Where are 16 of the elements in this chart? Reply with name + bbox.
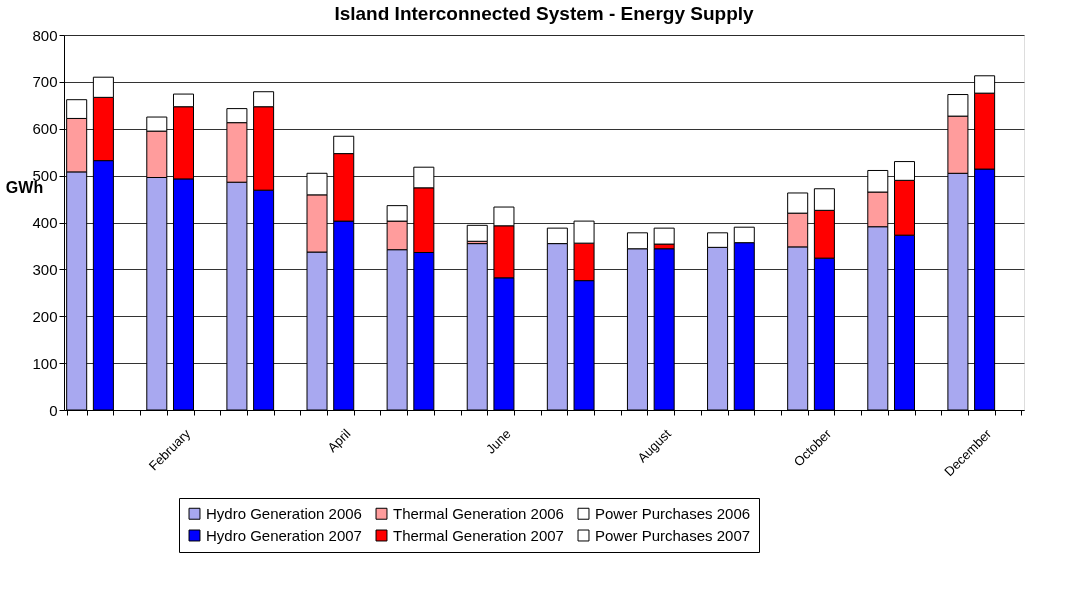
legend-label: Thermal Generation 2006: [393, 504, 564, 522]
chart-title: Island Interconnected System - Energy Supply: [334, 3, 755, 24]
legend-label: Hydro Generation 2006: [206, 504, 362, 522]
legend-label: Thermal Generation 2007: [393, 526, 564, 544]
bar: [653, 227, 675, 245]
y-tick-label: 600: [32, 120, 58, 138]
y-tick-label: 800: [32, 26, 58, 44]
y-tick-label: 100: [32, 354, 58, 372]
y-tick-label: 400: [32, 214, 58, 231]
y-tick-label: 0: [49, 401, 58, 419]
y-tick-label: 700: [32, 73, 58, 91]
legend-label: Power Purchases 2007: [595, 526, 751, 544]
legend-label: Power Purchases 2006: [595, 504, 751, 522]
y-tick-label: 300: [32, 260, 58, 278]
legend-label: Hydro Generation 2007: [206, 526, 362, 544]
y-tick-label: 200: [32, 307, 58, 325]
